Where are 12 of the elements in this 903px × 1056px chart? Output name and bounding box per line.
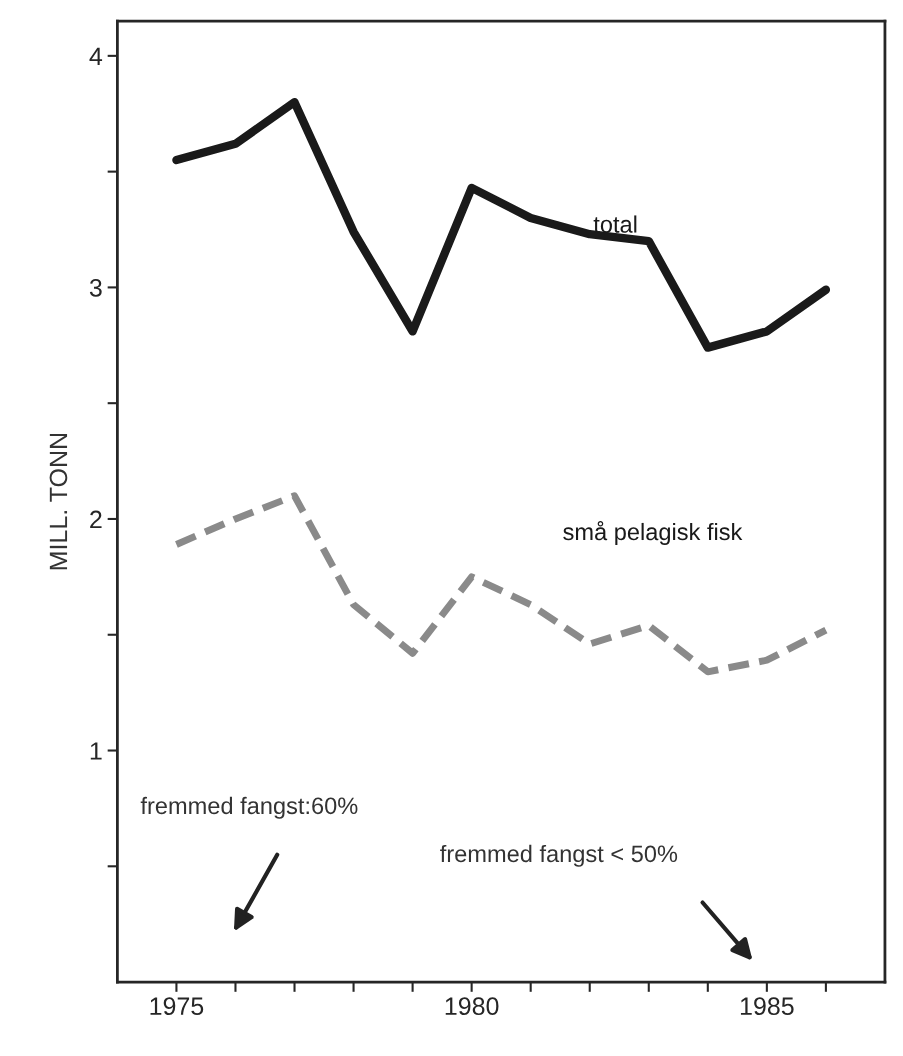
y-tick-label: 1 [90,742,102,760]
text: små pelagisk fisk [563,521,743,545]
y-axis-title: MILL. TONN [49,433,68,570]
annotation: fremmed fangst:60% [140,796,358,819]
series-label: total [593,215,637,233]
x-tick-label: 1975 [150,997,204,1016]
annotation: fremmed fangst < 50% [440,844,678,867]
x-tick-label: 1985 [740,997,794,1016]
x-tick-label: 1980 [445,997,499,1016]
y-tick-label: 3 [89,279,102,297]
y-tick-label: 2 [90,510,102,529]
y-tick-label: 4 [89,47,103,65]
